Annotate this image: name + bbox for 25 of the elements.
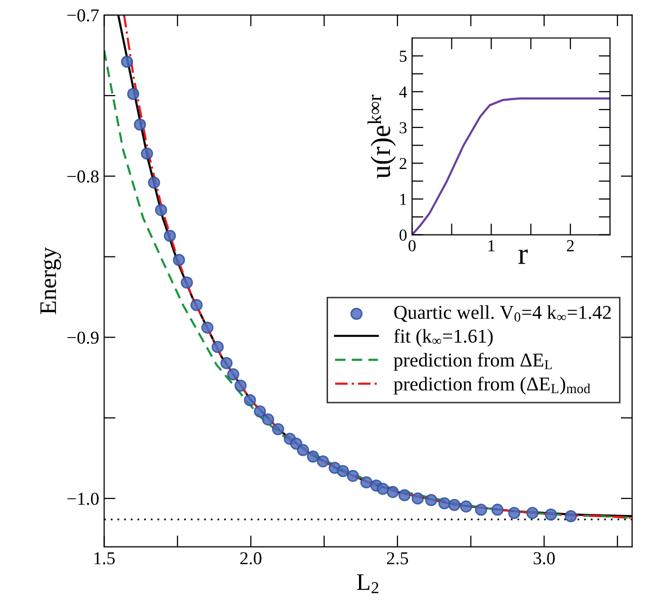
y-tick-label: −0.9 — [67, 332, 99, 344]
y-axis-title: Energy — [40, 247, 61, 314]
y-tick-label: −0.8 — [67, 170, 99, 183]
y-tick-label: 1 — [400, 194, 406, 205]
y-tick-label: 3 — [400, 122, 407, 134]
x-tick-label: 0 — [408, 240, 416, 252]
x-tick-label: 1.5 — [94, 552, 115, 564]
y-tick-label: −1.0 — [67, 492, 99, 505]
x-tick-label: 2.0 — [240, 552, 262, 564]
x-tick-label: 3.0 — [534, 552, 555, 564]
x-tick-label: 1 — [488, 240, 494, 252]
y-tick-label: 0 — [400, 229, 407, 241]
x-axis-title: L$_{2}$ — [357, 574, 378, 594]
y-tick-label: 2 — [400, 158, 406, 170]
x-axis-title: r — [518, 249, 528, 264]
x-tick-label: 2.5 — [386, 552, 408, 564]
legend-label: prediction from ΔE$_{L}$ — [394, 352, 552, 371]
y-tick-label: 5 — [400, 50, 407, 62]
y-tick-label: −0.7 — [67, 9, 99, 22]
legend-label: Quartic well. V$_{0}$=4 k$_{∞}$=1.42 — [394, 305, 611, 322]
legend-label: fit (k$_{∞}$=1.61) — [394, 328, 493, 347]
y-axis-title: u(r)e$^{k∞r}$ — [368, 94, 396, 179]
x-tick-label: 2 — [566, 240, 574, 252]
legend-label: prediction from (ΔE$_{L}$)$_{mod}$ — [394, 376, 590, 395]
y-tick-label: 4 — [399, 86, 407, 98]
